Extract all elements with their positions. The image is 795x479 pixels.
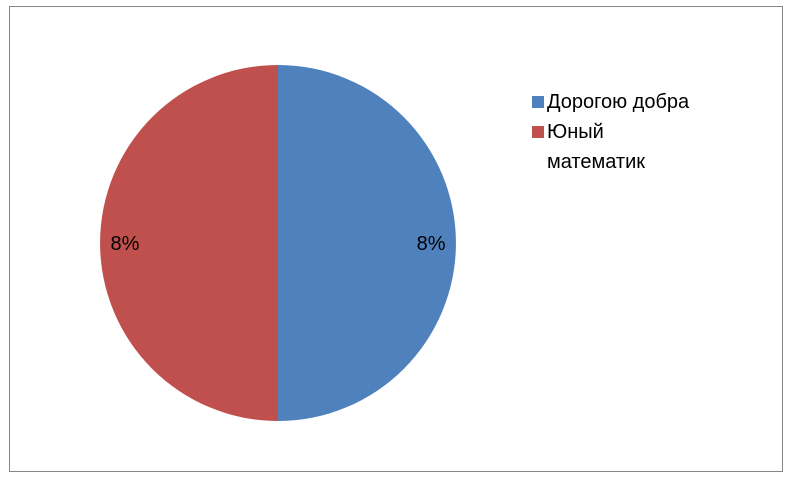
- data-label-1: 8%: [110, 233, 139, 255]
- pie-chart: 8% 8%: [100, 65, 456, 421]
- chart-area: 8% 8% Дорогою добра Юный математик: [9, 6, 783, 472]
- legend-entry-0: Дорогою добра: [525, 87, 695, 117]
- legend: Дорогою добра Юный математик: [525, 87, 695, 177]
- pie-slice-0: [278, 65, 456, 421]
- legend-label-0: Дорогою добра: [547, 91, 690, 113]
- data-label-0: 8%: [417, 233, 446, 255]
- legend-entry-1: Юный математик: [525, 117, 695, 177]
- legend-swatch-1: [532, 126, 544, 138]
- legend-label-1: Юный математик: [547, 121, 646, 173]
- legend-swatch-0: [532, 96, 544, 108]
- pie-slice-1: [100, 65, 278, 421]
